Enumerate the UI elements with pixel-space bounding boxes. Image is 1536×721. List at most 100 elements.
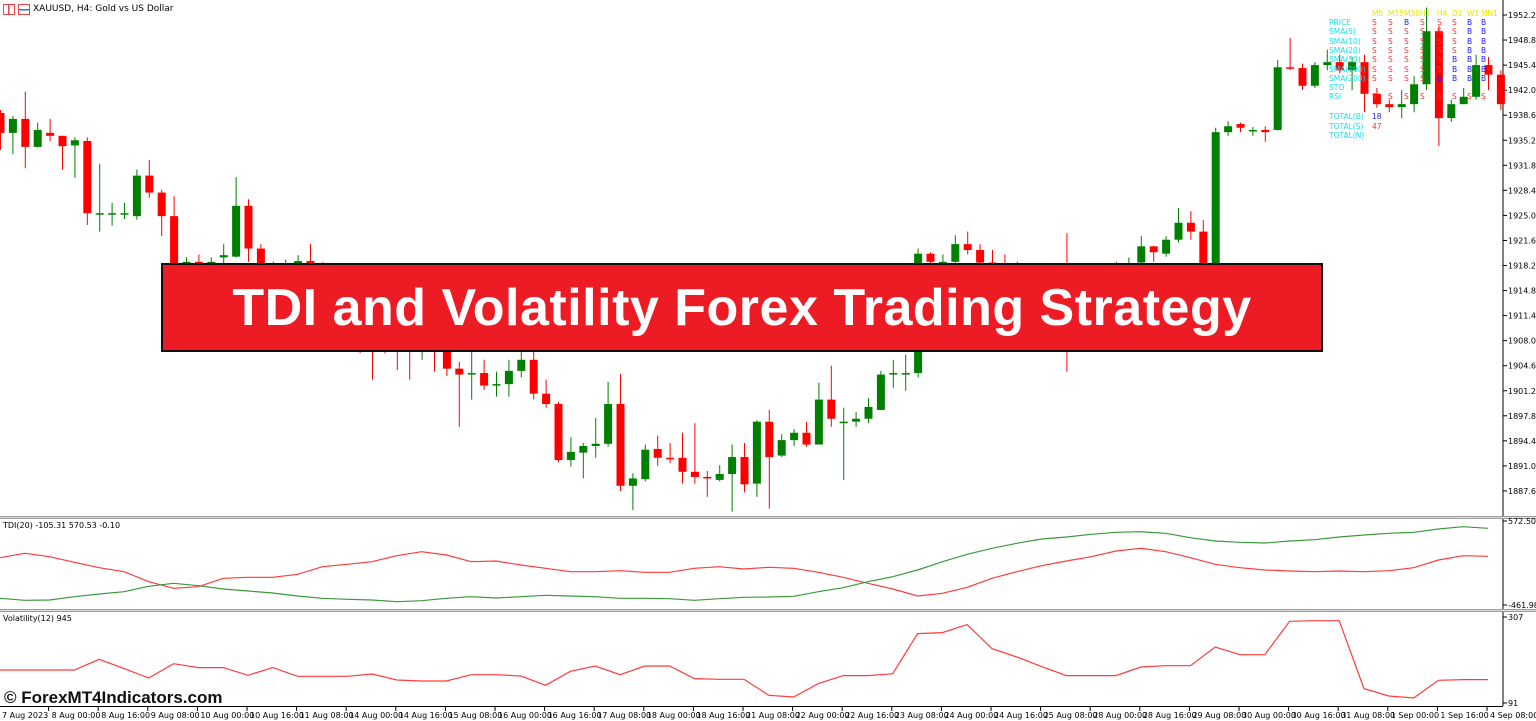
candle-body (839, 421, 848, 424)
candle-body (1422, 31, 1431, 85)
candle-body (1472, 65, 1481, 97)
pane-axis-label: 91 (1508, 699, 1518, 708)
signal-cell: B (1481, 45, 1487, 55)
price-tick-label: 1935.20 (1508, 136, 1536, 145)
candle-body (8, 118, 17, 133)
candle (604, 381, 613, 447)
price-tick-label: 1945.40 (1508, 61, 1536, 70)
signal-cell: S (1388, 18, 1393, 27)
time-tick-label: 30 Aug 00:00 (1242, 711, 1296, 720)
candle-body (120, 213, 129, 215)
candle-body (33, 129, 42, 147)
pane-axis-label: -461.98 (1508, 601, 1536, 610)
signal-cell: B (1452, 64, 1458, 74)
signal-cell: S (1388, 45, 1393, 55)
signal-cell: S (1437, 64, 1442, 74)
price-tick-label: 1897.80 (1508, 412, 1536, 421)
candle-body (1248, 129, 1257, 132)
signal-cell: S (1420, 18, 1425, 27)
candle (1410, 76, 1419, 113)
time-tick-label: 9 Aug 08:00 (151, 711, 200, 720)
time-tick-label: 1 Sep 00:00 (1391, 711, 1439, 720)
signal-cell: S (1388, 92, 1393, 102)
tdi-pane: 572.50 -461.98 (0, 517, 1536, 610)
candle-body (1273, 67, 1282, 130)
candle (455, 362, 464, 427)
candle-body (814, 399, 823, 445)
candle-body (1459, 96, 1468, 105)
candle-body (1236, 124, 1245, 128)
signal-cell: S (1388, 36, 1393, 46)
candle (1298, 63, 1307, 91)
candle (1434, 25, 1443, 147)
signal-cell: S (1420, 55, 1425, 65)
candle-body (765, 421, 774, 458)
title-banner: TDI and Volatility Forex Trading Strateg… (161, 263, 1323, 352)
signal-cell: S (1452, 36, 1457, 46)
grid-icon[interactable] (3, 3, 15, 15)
pane-axis-label: 572.50 (1508, 517, 1536, 526)
candle-body (901, 373, 910, 375)
chart-icon[interactable] (18, 3, 30, 15)
candle (889, 359, 898, 388)
candle (1162, 236, 1171, 257)
candle-body (604, 404, 613, 444)
signal-cell: S (1388, 64, 1393, 74)
time-tick-label: 15 Aug 08:00 (448, 711, 502, 720)
candle-body (628, 478, 637, 486)
signal-cell: S (1404, 27, 1409, 37)
signal-cell: S (1420, 73, 1425, 83)
candle-body (504, 370, 513, 385)
price-tick-label: 1887.60 (1508, 487, 1536, 496)
candle-body (566, 451, 575, 461)
signal-cell: B (1452, 73, 1458, 83)
candle (33, 122, 42, 148)
timeframe-header: M30 (1404, 9, 1421, 18)
candle (1447, 99, 1456, 122)
candle-body (542, 393, 551, 405)
candle-body (492, 384, 501, 386)
candle (703, 471, 712, 497)
candle-body (1224, 126, 1233, 133)
candle-body (889, 373, 898, 375)
candle-body (244, 205, 253, 249)
candle (1149, 245, 1158, 262)
time-tick-label: 21 Aug 08:00 (746, 711, 800, 720)
candle-body (455, 368, 464, 375)
candle (1459, 87, 1468, 105)
candle (244, 199, 253, 262)
signal-cell: B (1481, 55, 1487, 65)
signal-cell: S (1420, 45, 1425, 55)
candle-body (529, 359, 538, 394)
candle-body (480, 373, 489, 386)
candle-body (0, 112, 5, 133)
signal-cell: S (1388, 55, 1393, 65)
candle (46, 118, 55, 141)
candle-body (1137, 246, 1146, 263)
candle-body (1162, 239, 1171, 254)
candle (108, 202, 117, 226)
candle (1385, 99, 1394, 113)
price-tick-label: 1911.40 (1508, 312, 1536, 321)
candle-body (666, 457, 675, 460)
time-axis: 7 Aug 2023 8 Aug 00:00 8 Aug 16:00 9 Aug 08… (2, 706, 1536, 720)
time-tick-label: 23 Aug 08:00 (895, 711, 949, 720)
signal-cell: B (1467, 45, 1473, 55)
time-tick-label: 18 Aug 16:00 (696, 711, 750, 720)
candle-body (1372, 93, 1381, 105)
signal-row-label: RSI (1329, 92, 1342, 102)
time-tick-label: 17 Aug 08:00 (597, 711, 651, 720)
candle (653, 435, 662, 466)
candle-body (963, 244, 972, 251)
signal-cell: S (1372, 45, 1377, 55)
pane-axis-label: 307 (1508, 613, 1523, 622)
candle-body (1484, 65, 1493, 75)
signal-row-label: SMA(100) (1329, 64, 1366, 74)
timeframe-header: H1 (1420, 9, 1431, 18)
timeframe-header: H4 (1437, 9, 1448, 18)
candle (591, 418, 600, 458)
candle-body (591, 443, 600, 447)
candle (566, 437, 575, 467)
candle-body (1149, 246, 1158, 253)
